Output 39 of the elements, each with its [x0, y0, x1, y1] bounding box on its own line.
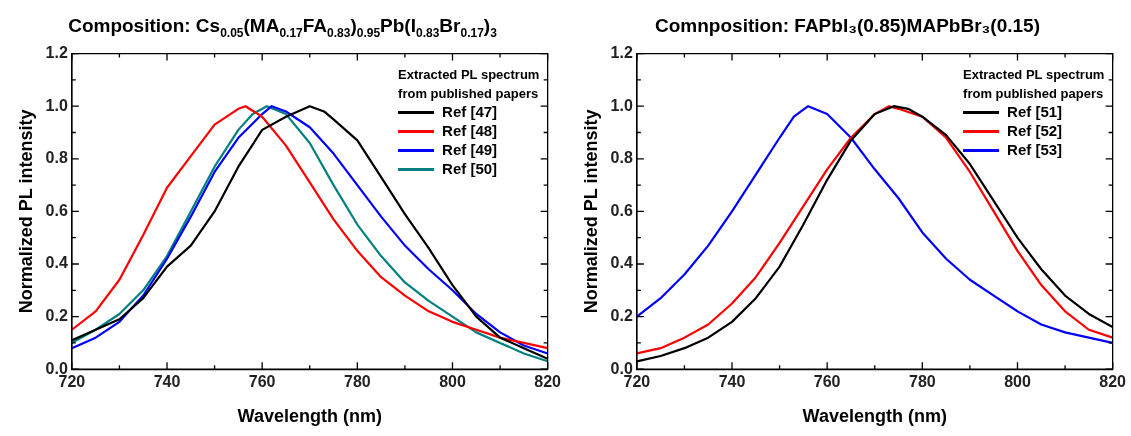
legend-label: Ref [49]	[442, 140, 498, 158]
legend-label: Ref [48]	[442, 121, 498, 139]
y-tick-label: 1.0	[45, 96, 68, 114]
legend-label: Ref [50]	[442, 159, 498, 177]
legend-label: Ref [47]	[442, 102, 498, 120]
x-tick-label: 780	[908, 373, 936, 391]
y-axis-title: Normalized PL intensity	[15, 109, 36, 314]
y-tick-label: 1.2	[610, 44, 633, 62]
y-axis-title: Normalized PL intensity	[580, 109, 601, 314]
y-tick-label: 0.4	[610, 254, 633, 272]
x-tick-label: 800	[439, 373, 466, 391]
x-tick-label: 760	[813, 373, 841, 391]
x-axis-title: Wavelength (nm)	[237, 406, 382, 427]
y-tick-label: 0.4	[45, 254, 68, 272]
x-tick-label: 800	[1004, 373, 1031, 391]
x-tick-label: 780	[343, 373, 371, 391]
y-tick-label: 0.2	[45, 307, 68, 325]
legend-label: Ref [52]	[1007, 121, 1063, 139]
y-tick-label: 1.2	[45, 44, 68, 62]
x-tick-label: 820	[1099, 373, 1127, 391]
x-tick-label: 720	[623, 373, 651, 391]
legend-label: Ref [51]	[1007, 102, 1063, 120]
x-tick-label: 740	[718, 373, 746, 391]
legend-title: Extracted PL spectrum from published papers	[398, 66, 540, 101]
x-tick-label: 720	[58, 373, 86, 391]
y-tick-label: 0.8	[610, 149, 633, 167]
y-tick-label: 0.8	[45, 149, 68, 167]
y-tick-label: 0.2	[610, 307, 633, 325]
chart-title: Composition: Cs$_{0.05}$(MA$_{0.17}$FA$_{0.83}$)$_{0.95}$Pb(I$_{0.83}$Br$_{0.17}$)$_{3}$	[68, 15, 497, 40]
y-tick-label: 0.6	[610, 201, 633, 219]
x-tick-label: 820	[534, 373, 562, 391]
legend-label: Ref [53]	[1007, 140, 1063, 158]
x-tick-label: 760	[248, 373, 276, 391]
x-axis-title: Wavelength (nm)	[802, 406, 947, 427]
y-tick-label: 0.6	[45, 201, 68, 219]
chart-title: Comnposition: FAPbI₃(0.85)MAPbBr₃(0.15)	[654, 14, 1041, 38]
y-tick-label: 1.0	[610, 96, 633, 114]
legend-title: Extracted PL spectrum from published papers	[963, 66, 1105, 101]
x-tick-label: 740	[153, 373, 181, 391]
